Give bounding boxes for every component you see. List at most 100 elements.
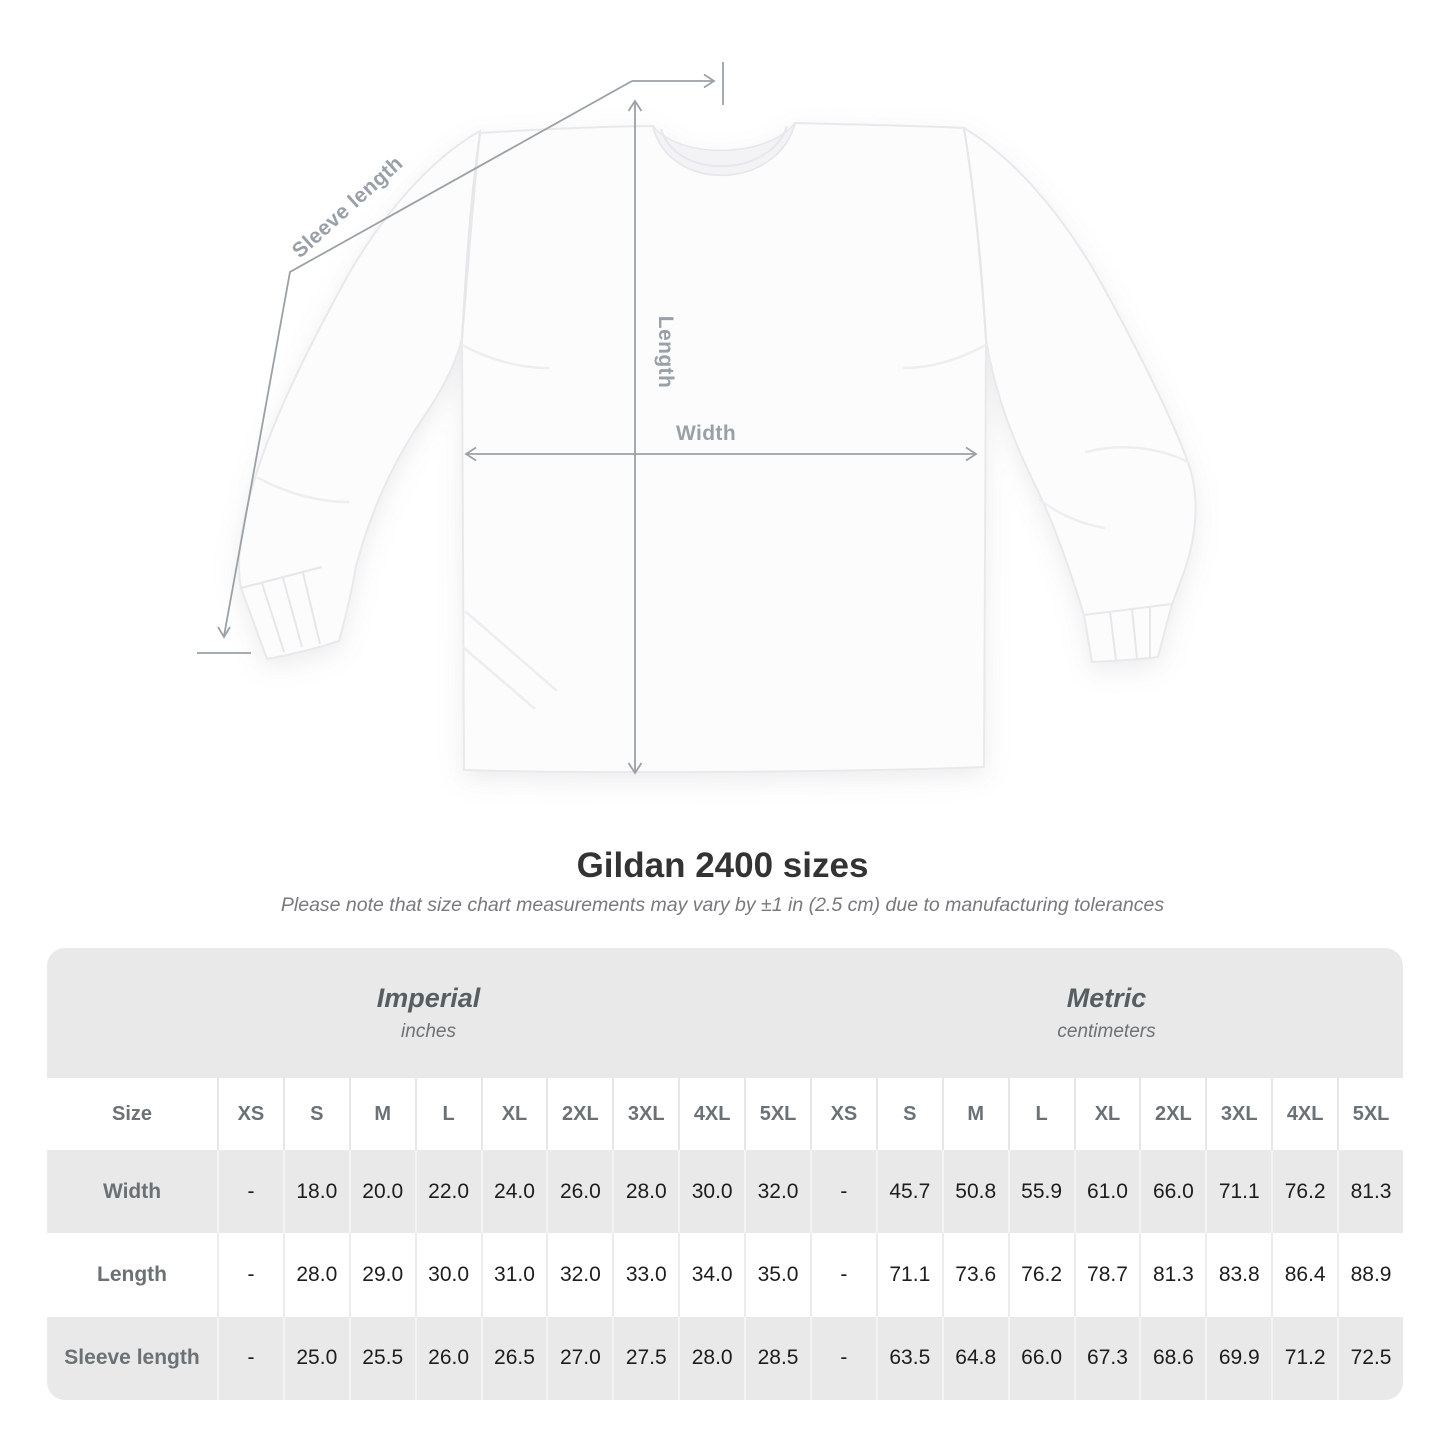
size-header-row: Size XS S M L XL 2XL 3XL 4XL 5XL XS S M L XL 2XL 3XL 4XL 5… [47,1078,1403,1150]
measurement-value: - [809,1316,876,1400]
shirt-collar-seam [660,125,788,168]
measurement-value: 83.8 [1205,1233,1271,1317]
measurement-value: - [217,1316,283,1400]
unit-group-row: Imperial inches Metric centimeters [47,948,1403,1078]
size-column-imperial-xl: XL [480,1078,547,1150]
measurement-value: 71.1 [875,1233,942,1317]
measurement-value: 22.0 [414,1150,481,1234]
measurement-value: 26.0 [546,1150,612,1234]
measurement-value: 63.5 [875,1316,942,1400]
measurement-value: 64.8 [941,1316,1008,1400]
measurement-value: 18.0 [282,1150,349,1234]
measurement-row-length: Length -28.0 29.0 30.0 31.0 32.0 33.0 34.0 35.0-… [47,1233,1403,1317]
measurement-row-width: Width -18.0 20.0 22.0 24.0 26.0 28.0 30.0 32.0-4… [47,1150,1403,1234]
long-sleeve-shirt-illustration [238,121,1197,774]
measurement-value: 35.0 [744,1233,810,1317]
shirt-left-sleeve [238,129,482,661]
measurement-value: 78.7 [1073,1233,1140,1317]
measurement-value: - [809,1233,876,1317]
measurement-value: 25.0 [282,1316,349,1400]
measurement-value: 68.6 [1139,1316,1205,1400]
size-column-imperial-m: M [348,1078,415,1150]
page-title: Gildan 2400 sizes [576,846,869,885]
measurement-value: 72.5 [1337,1316,1403,1400]
imperial-title: Imperial [376,983,481,1013]
size-column-imperial-5xl: 5XL [744,1078,810,1150]
size-column-imperial-l: L [414,1078,481,1150]
measurement-value: 29.0 [348,1233,415,1317]
size-column-imperial-2xl: 2XL [546,1078,612,1150]
length-label: Length [654,316,677,388]
size-column-metric-m: M [941,1078,1008,1150]
shirt-right-sleeve [962,126,1197,617]
size-column-imperial-4xl: 4XL [678,1078,744,1150]
size-column-imperial-3xl: 3XL [612,1078,678,1150]
size-column-metric-s: S [875,1078,942,1150]
size-column-metric-4xl: 4XL [1271,1078,1337,1150]
size-column-metric-xl: XL [1073,1078,1140,1150]
measurement-value: 31.0 [480,1233,547,1317]
imperial-unit: inches [401,1021,456,1042]
size-column-imperial-s: S [282,1078,349,1150]
measurement-value: 28.5 [744,1316,810,1400]
measurement-value: 20.0 [348,1150,415,1234]
size-column-metric-3xl: 3XL [1205,1078,1271,1150]
measurement-value: 26.0 [414,1316,481,1400]
metric-group-header: Metric centimeters [810,948,1403,1078]
measurement-value: 66.0 [1139,1150,1205,1234]
measurement-value: 67.3 [1073,1316,1140,1400]
measurement-value: 86.4 [1271,1233,1337,1317]
measurement-value: 30.0 [414,1233,481,1317]
measurement-value: 34.0 [678,1233,744,1317]
measurement-value: 81.3 [1337,1150,1403,1234]
width-label: Width [676,422,736,445]
measurement-value: 71.1 [1205,1150,1271,1234]
measurement-value: 66.0 [1007,1316,1074,1400]
shirt-body [460,121,988,774]
measurement-value: 28.0 [678,1316,744,1400]
shirt-diagram: Sleeve length Length Width [197,62,1197,775]
measurement-value: 27.5 [612,1316,678,1400]
measurement-value: 88.9 [1337,1233,1403,1317]
width-measure: Width [464,422,978,462]
size-header-label: Size [111,1102,153,1125]
size-column-metric-5xl: 5XL [1337,1078,1403,1150]
measurement-row-sleeve-length: Sleeve length -25.0 25.5 26.0 26.5 27.0 27.5 28… [47,1316,1403,1400]
measurement-value: 32.0 [744,1150,810,1234]
shirt-collar-opening [652,122,796,176]
measurement-value: 73.6 [941,1233,1008,1317]
measurement-value: 69.9 [1205,1316,1271,1400]
measurement-value: 32.0 [546,1233,612,1317]
imperial-group-header: Imperial inches [47,948,810,1078]
measurement-value: 76.2 [1271,1150,1337,1234]
row-label: Sleeve length [64,1346,200,1370]
measurement-value: 76.2 [1007,1233,1074,1317]
length-measure: Length [627,99,677,775]
measurement-value: 33.0 [612,1233,678,1317]
row-label: Width [102,1179,162,1203]
row-label: Length [97,1262,167,1286]
measurement-value: 55.9 [1007,1150,1074,1234]
shirt-left-cuff [240,566,323,653]
measurement-value: 61.0 [1073,1150,1140,1234]
measurement-value: 45.7 [875,1150,942,1234]
measurement-value: - [217,1233,283,1317]
size-table: Imperial inches Metric centimeters Size X… [47,948,1403,1400]
measurement-value: 71.2 [1271,1316,1337,1400]
measurement-value: 26.5 [480,1316,547,1400]
measurement-value: - [809,1150,876,1234]
size-column-metric-l: L [1007,1078,1074,1150]
size-column-metric-xs: XS [809,1078,876,1150]
measurement-value: 28.0 [612,1150,678,1234]
metric-title: Metric [1066,983,1147,1013]
page-subtitle: Please note that size chart measurements… [280,894,1165,916]
measurement-value: 81.3 [1139,1233,1205,1317]
measurement-value: 24.0 [480,1150,547,1234]
measurement-value: 50.8 [941,1150,1008,1234]
measurement-value: 30.0 [678,1150,744,1234]
measurement-value: 28.0 [282,1233,349,1317]
size-column-imperial-xs: XS [217,1078,283,1150]
size-table-body: Width -18.0 20.0 22.0 24.0 26.0 28.0 30.0 32.0-4… [47,1150,1403,1400]
measurement-value: - [217,1150,283,1234]
